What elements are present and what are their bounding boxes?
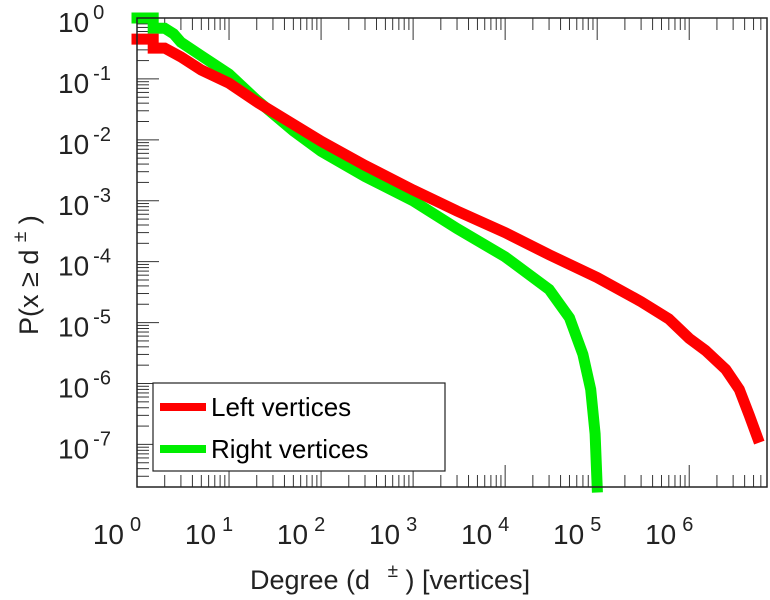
x-tick-labels: 10 0 10 1 10 2 10 3 10 4 10 5 10 6 [93,514,694,550]
x-tick-exponent: 3 [406,514,417,536]
x-tick-label: 10 3 [369,514,417,550]
y-tick-exponent: -6 [93,368,111,390]
y-axis-title-pre: P(x ≥ d [14,250,44,335]
x-tick-exponent: 6 [682,514,693,536]
y-axis-title-sup: ± [10,232,31,242]
y-tick-label: 10 -1 [58,63,111,99]
series-line-right-vertices [131,12,603,493]
x-tick-label: 10 2 [277,514,325,550]
y-tick-exponent: -1 [93,63,111,85]
axis-ticks [136,17,768,488]
x-axis-title-sup: ± [388,561,398,582]
x-tick-exponent: 5 [590,514,601,536]
x-tick-label: 10 6 [645,514,693,550]
series-line-left-vertices [131,33,765,445]
y-axis-title: P(x ≥ d ± ) [2,215,44,335]
y-axis-title-post: ) [14,215,44,224]
x-axis-title-post: ) [vertices] [406,565,531,595]
x-tick-label: 10 0 [93,514,141,550]
y-tick-base: 10 [58,129,89,160]
legend-label-left: Left vertices [211,392,351,422]
y-tick-base: 10 [58,251,89,282]
y-tick-label: 10 -3 [58,185,111,221]
y-tick-base: 10 [58,7,89,38]
plot-frame [136,17,768,488]
x-tick-base: 10 [369,519,400,550]
y-tick-label: 10 0 [58,2,104,38]
series-layer [131,12,765,493]
x-axis-title-pre: Degree (d [250,565,370,595]
x-tick-base: 10 [645,519,676,550]
y-tick-label: 10 -6 [58,368,111,404]
y-tick-exponent: -3 [93,185,111,207]
x-tick-exponent: 0 [130,514,141,536]
y-tick-label: 10 -2 [58,124,111,160]
x-tick-exponent: 4 [498,514,509,536]
y-tick-exponent: -7 [93,428,111,450]
x-tick-base: 10 [93,519,124,550]
y-tick-exponent: -4 [93,246,111,268]
x-tick-label: 10 4 [461,514,509,550]
y-tick-base: 10 [58,373,89,404]
x-tick-label: 10 1 [185,514,233,550]
x-tick-base: 10 [553,519,584,550]
legend: Left vertices Right vertices [152,382,446,472]
legend-label-right: Right vertices [211,434,369,464]
y-tick-label: 10 -4 [58,246,111,282]
y-tick-base: 10 [58,190,89,221]
y-tick-label: 10 -5 [58,307,111,343]
x-tick-exponent: 1 [222,514,233,536]
x-axis-title: Degree (d ± ) [vertices] [250,553,530,595]
x-tick-base: 10 [277,519,308,550]
x-tick-exponent: 2 [314,514,325,536]
x-tick-base: 10 [185,519,216,550]
x-tick-base: 10 [461,519,492,550]
y-tick-base: 10 [58,312,89,343]
y-tick-exponent: -5 [93,307,111,329]
legend-box [152,382,446,472]
y-tick-base: 10 [58,68,89,99]
x-tick-label: 10 5 [553,514,601,550]
y-tick-base: 10 [58,433,89,464]
y-tick-label: 10 -7 [58,428,111,464]
y-tick-exponent: -2 [93,124,111,146]
y-tick-exponent: 0 [93,2,104,24]
